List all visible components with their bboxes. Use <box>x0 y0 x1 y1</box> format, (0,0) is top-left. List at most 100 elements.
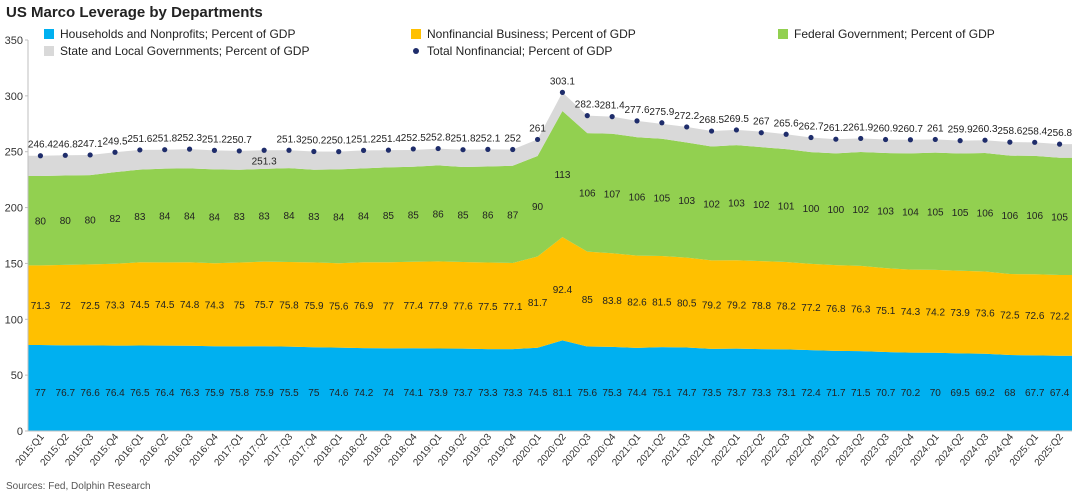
total-data-label: 261.2 <box>823 123 848 134</box>
federal-data-label: 83 <box>308 212 320 223</box>
business-data-label: 74.3 <box>205 301 225 312</box>
business-data-label: 72 <box>60 301 72 312</box>
total-marker <box>360 147 367 153</box>
federal-data-label: 103 <box>728 199 745 210</box>
households-data-label: 73.7 <box>453 388 473 399</box>
households-data-label: 71.7 <box>826 388 846 399</box>
federal-data-label: 84 <box>159 212 171 223</box>
total-marker <box>634 118 640 124</box>
federal-data-label: 106 <box>977 208 994 219</box>
federal-data-label: 84 <box>184 211 196 222</box>
federal-data-label: 80 <box>85 216 97 227</box>
business-data-label: 77 <box>383 301 395 312</box>
total-marker <box>758 130 764 136</box>
households-data-label: 75.9 <box>254 388 274 399</box>
total-data-label: 260.9 <box>873 124 898 135</box>
chart-title: US Marco Leverage by Departments <box>6 4 263 21</box>
households-data-label: 73.1 <box>776 388 796 399</box>
business-data-label: 77.9 <box>428 301 448 312</box>
households-data-label: 74.1 <box>404 388 424 399</box>
business-data-label: 85 <box>582 295 594 306</box>
total-data-label: 277.6 <box>624 105 649 116</box>
business-data-label: 81.5 <box>652 298 672 309</box>
y-tick-label: 300 <box>5 91 23 103</box>
business-data-label: 74.5 <box>130 300 150 311</box>
federal-data-label: 84 <box>358 211 370 222</box>
total-data-label: 251.2 <box>202 134 227 145</box>
business-data-label: 76.3 <box>851 305 871 316</box>
total-data-label: 260.7 <box>898 124 923 135</box>
business-data-label: 74.2 <box>926 307 946 318</box>
state_local-area <box>28 92 1072 176</box>
total-marker <box>410 146 416 152</box>
federal-area <box>28 110 1072 276</box>
business-data-label: 79.2 <box>702 301 722 312</box>
business-data-label: 77.5 <box>478 302 498 313</box>
business-data-label: 73.3 <box>105 301 125 312</box>
households-data-label: 68 <box>1004 388 1016 399</box>
total-data-label: 260.3 <box>972 124 997 135</box>
total-data-label: 268.5 <box>699 115 724 126</box>
households-data-label: 74.4 <box>627 388 647 399</box>
federal-data-label: 103 <box>678 196 695 207</box>
business-data-label: 72.2 <box>1050 311 1070 322</box>
total-data-label: 246.8 <box>53 139 78 150</box>
business-data-label: 71.3 <box>31 301 51 312</box>
federal-swatch <box>778 29 788 39</box>
total-data-label: 261 <box>927 123 944 134</box>
total-marker <box>137 147 143 153</box>
business-data-label: 76.9 <box>354 301 374 312</box>
households-data-label: 76.7 <box>56 388 76 399</box>
total-data-label: 282.3 <box>575 100 600 111</box>
households-data-label: 74.7 <box>677 388 697 399</box>
households-data-label: 76.5 <box>130 388 150 399</box>
business-data-label: 76.8 <box>826 304 846 315</box>
federal-data-label: 90 <box>532 202 544 213</box>
total-data-label: 272.2 <box>674 111 699 122</box>
households-data-label: 71.5 <box>851 388 871 399</box>
total-data-label: 259.9 <box>948 125 973 136</box>
households-swatch <box>44 29 54 39</box>
legend-item-state-local: State and Local Governments; Percent of … <box>44 44 309 58</box>
federal-data-label: 100 <box>828 205 845 216</box>
households-data-label: 74.2 <box>354 388 374 399</box>
business-data-label: 74.8 <box>180 300 200 311</box>
federal-data-label: 83 <box>259 211 271 222</box>
federal-data-label: 105 <box>654 193 671 204</box>
households-data-label: 69.5 <box>950 388 970 399</box>
total-marker <box>211 147 218 153</box>
business-data-label: 77.1 <box>503 302 523 313</box>
y-tick-label: 150 <box>5 258 23 270</box>
federal-data-label: 105 <box>927 207 944 218</box>
total-marker <box>336 149 342 155</box>
total-data-label: 250.1 <box>326 136 351 147</box>
federal-data-label: 86 <box>433 209 445 220</box>
total-data-label: 252.3 <box>177 133 202 144</box>
federal-data-label: 83 <box>134 212 146 223</box>
y-tick-label: 100 <box>5 314 23 326</box>
federal-data-label: 105 <box>952 208 969 219</box>
total-marker <box>982 137 988 143</box>
households-data-label: 73.7 <box>727 388 747 399</box>
total-marker <box>684 124 690 130</box>
federal-data-label: 113 <box>554 170 570 181</box>
business-data-label: 75.8 <box>279 300 299 311</box>
total-data-label: 261 <box>529 123 546 134</box>
total-marker <box>609 114 615 120</box>
total-marker <box>932 136 938 143</box>
total-data-label: 281.4 <box>600 101 625 112</box>
federal-data-label: 83 <box>234 212 246 223</box>
federal-data-label: 102 <box>852 205 869 216</box>
total-data-label: 251.3 <box>252 156 277 167</box>
households-data-label: 76.4 <box>105 388 125 399</box>
federal-data-label: 85 <box>383 211 395 222</box>
total-data-label: 261.9 <box>848 122 873 133</box>
total-marker <box>708 128 715 134</box>
households-data-label: 74.5 <box>528 388 548 399</box>
total-marker <box>1032 139 1038 145</box>
total-marker <box>485 146 491 152</box>
source-note: Sources: Fed, Dolphin Research <box>6 481 151 492</box>
legend-label-business: Nonfinancial Business; Percent of GDP <box>427 27 636 41</box>
households-data-label: 70.2 <box>901 388 921 399</box>
households-data-label: 73.3 <box>478 388 498 399</box>
